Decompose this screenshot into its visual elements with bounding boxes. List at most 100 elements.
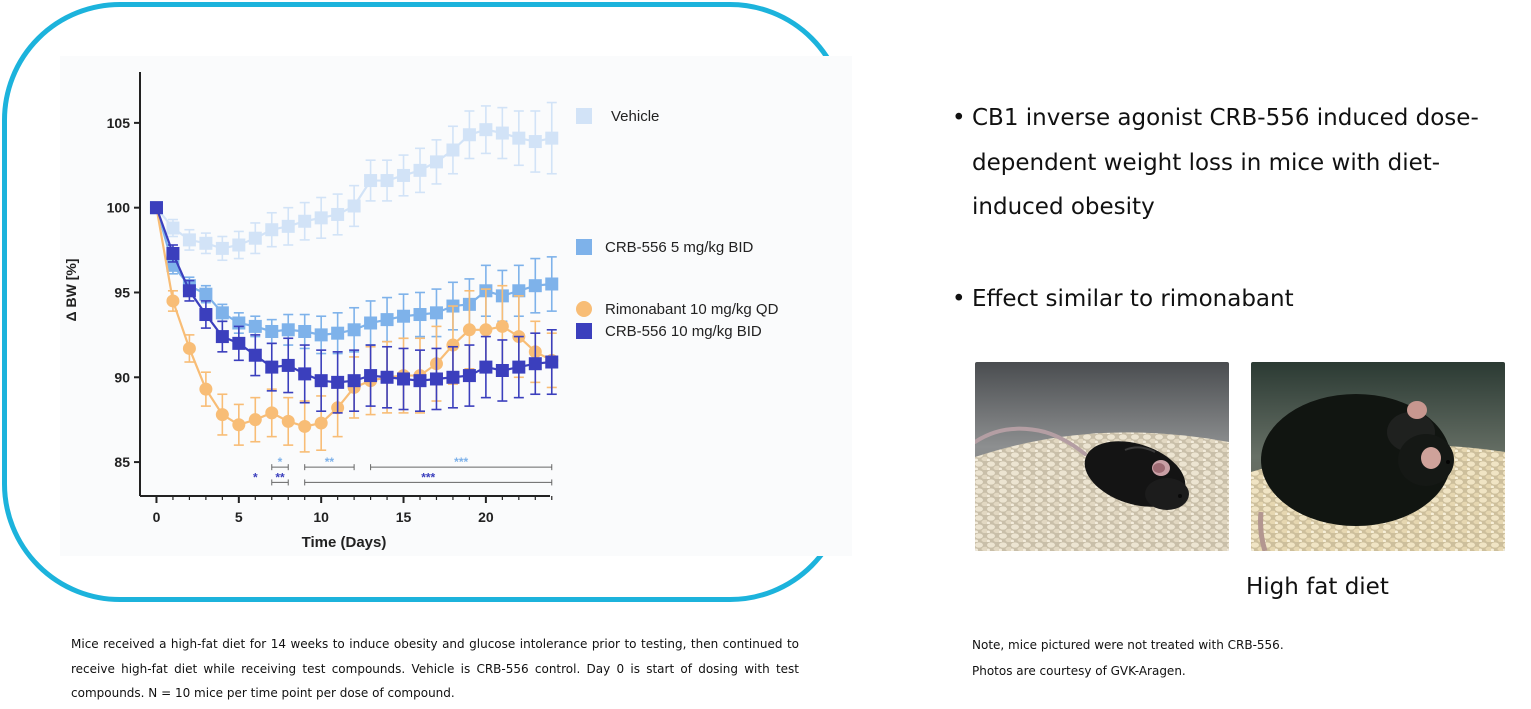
data-point — [429, 155, 443, 169]
data-point — [248, 413, 262, 427]
data-point — [545, 355, 559, 369]
data-point — [413, 163, 427, 177]
data-point — [380, 174, 394, 188]
legend-label: Vehicle — [611, 108, 659, 125]
data-point — [298, 419, 312, 433]
data-point — [397, 372, 411, 386]
legend-label: Rimonabant 10 mg/kg QD — [605, 301, 779, 318]
data-point — [199, 382, 213, 396]
data-point — [281, 323, 295, 337]
data-point — [314, 328, 328, 342]
data-point — [232, 336, 246, 350]
data-point — [528, 357, 542, 371]
y-tick-label: 90 — [114, 369, 130, 385]
data-point — [232, 238, 246, 252]
significance-label: ** — [275, 470, 285, 484]
significance-label: * — [253, 470, 258, 484]
data-point — [495, 126, 509, 140]
y-tick-label: 100 — [107, 200, 131, 216]
legend-marker — [576, 301, 592, 317]
data-point — [248, 231, 262, 245]
bullet-marker: • — [952, 105, 966, 131]
body-weight-chart: 85 90 95 100 105 0 5 10 15 20 Time (Days) Δ BW [%] V… — [63, 72, 779, 551]
x-tick-label: 5 — [235, 509, 243, 525]
key-findings: • CB1 inverse agonist CRB-556 induced do… — [952, 96, 1492, 321]
significance-label: * — [278, 455, 283, 469]
data-point — [331, 207, 345, 221]
y-axis-label: Δ BW [%] — [63, 259, 79, 322]
data-point — [495, 319, 509, 333]
data-point — [479, 323, 493, 337]
data-point — [314, 374, 328, 388]
x-tick-label: 0 — [153, 509, 161, 525]
data-point — [397, 168, 411, 182]
data-point — [248, 348, 262, 362]
legend-label: CRB-556 5 mg/kg BID — [605, 239, 754, 256]
data-point — [429, 306, 443, 320]
bullet-item: • CB1 inverse agonist CRB-556 induced do… — [952, 96, 1492, 230]
data-point — [281, 219, 295, 233]
data-point — [512, 360, 526, 374]
data-point — [199, 287, 213, 301]
data-point — [314, 416, 328, 430]
data-point — [512, 131, 526, 145]
data-point — [265, 223, 279, 237]
data-point — [545, 131, 559, 145]
data-point — [298, 324, 312, 338]
legend-marker — [576, 239, 592, 255]
data-point — [232, 418, 246, 432]
data-point — [215, 241, 229, 255]
data-point — [429, 372, 443, 386]
legend-marker — [576, 108, 592, 124]
data-point — [166, 221, 180, 235]
data-point — [149, 201, 163, 215]
data-point — [495, 363, 509, 377]
data-point — [166, 294, 180, 308]
data-point — [446, 143, 460, 157]
significance-label: ** — [325, 455, 335, 469]
data-point — [364, 316, 378, 330]
data-point — [281, 358, 295, 372]
data-point — [265, 324, 279, 338]
data-point — [479, 360, 493, 374]
data-point — [265, 406, 279, 420]
chart-panel: 85 90 95 100 105 0 5 10 15 20 Time (Days) Δ BW [%] V… — [0, 0, 856, 609]
data-point — [397, 309, 411, 323]
data-point — [545, 277, 559, 291]
data-point — [446, 338, 460, 352]
data-point — [166, 246, 180, 260]
data-point — [446, 370, 460, 384]
x-axis-label: Time (Days) — [302, 534, 387, 551]
note-line: Photos are courtesy of GVK-Aragen. — [972, 664, 1186, 678]
data-point — [364, 174, 378, 188]
data-point — [413, 374, 427, 388]
data-point — [347, 374, 361, 388]
legend-marker — [576, 323, 592, 339]
x-tick-label: 15 — [396, 509, 412, 525]
data-point — [182, 233, 196, 247]
data-point — [182, 284, 196, 298]
data-point — [380, 370, 394, 384]
data-point — [380, 313, 394, 327]
data-point — [528, 279, 542, 293]
data-point — [364, 369, 378, 383]
data-point — [479, 123, 493, 137]
data-point — [248, 319, 262, 333]
data-point — [331, 326, 345, 340]
study-caption: Mice received a high-fat diet for 14 wee… — [71, 637, 799, 700]
note-line: Note, mice pictured were not treated wit… — [972, 638, 1284, 652]
significance-label: *** — [454, 455, 468, 469]
data-point — [281, 414, 295, 428]
data-point — [347, 199, 361, 213]
x-tick-label: 10 — [313, 509, 329, 525]
data-point — [512, 284, 526, 298]
y-tick-label: 105 — [107, 115, 131, 131]
bullet-text: Effect similar to rimonabant — [972, 285, 1294, 312]
data-point — [314, 211, 328, 225]
bullet-item: • Effect similar to rimonabant — [952, 277, 1492, 322]
data-point — [215, 408, 229, 422]
mouse-photo-lean — [975, 362, 1229, 551]
data-point — [182, 341, 196, 355]
data-point — [462, 323, 476, 337]
bullet-marker: • — [952, 285, 966, 312]
